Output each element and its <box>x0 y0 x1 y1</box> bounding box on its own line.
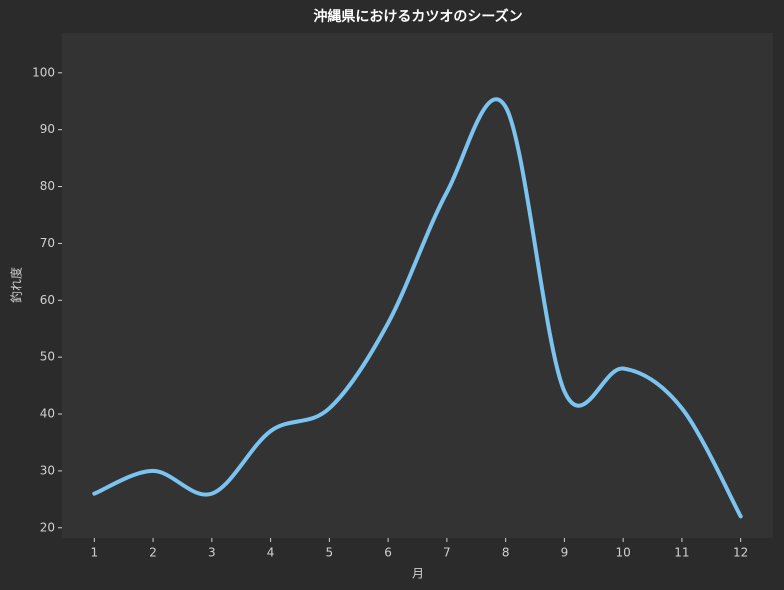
x-tick-label: 7 <box>443 546 451 560</box>
x-tick-label: 5 <box>326 546 334 560</box>
y-tick-label: 50 <box>40 350 55 364</box>
y-tick-label: 70 <box>40 236 55 250</box>
x-tick-label: 10 <box>616 546 631 560</box>
y-tick-label: 60 <box>40 293 55 307</box>
line <box>92 97 743 519</box>
x-tick-label: 9 <box>561 546 569 560</box>
x-tick-label: 3 <box>208 546 216 560</box>
x-tick-label: 6 <box>384 546 392 560</box>
chart-title: 沖縄県におけるカツオのシーズン <box>313 8 522 25</box>
x-tick-label: 12 <box>733 546 748 560</box>
x-tick-label: 2 <box>149 546 157 560</box>
y-tick-label: 30 <box>40 463 55 477</box>
y-axis-label: 釣れ度 <box>9 267 24 303</box>
x-tick-label: 8 <box>502 546 510 560</box>
x-tick-label: 1 <box>90 546 98 560</box>
y-tick-label: 80 <box>40 179 55 193</box>
y-tick-label: 40 <box>40 407 55 421</box>
y-tick-label: 20 <box>40 520 55 534</box>
x-tick-label: 4 <box>267 546 275 560</box>
plot-area <box>62 33 773 538</box>
y-tick-label: 90 <box>40 122 55 136</box>
x-tick-label: 11 <box>674 546 689 560</box>
y-tick-label: 100 <box>32 65 55 79</box>
x-axis-label: 月 <box>412 567 424 581</box>
